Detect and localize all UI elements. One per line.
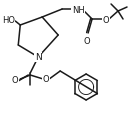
Text: O: O <box>12 76 19 85</box>
Text: O: O <box>84 36 90 45</box>
Text: NH: NH <box>72 5 85 14</box>
Text: O: O <box>43 75 50 84</box>
Text: O: O <box>103 15 109 24</box>
Text: HO: HO <box>2 15 15 24</box>
Text: N: N <box>35 53 42 62</box>
